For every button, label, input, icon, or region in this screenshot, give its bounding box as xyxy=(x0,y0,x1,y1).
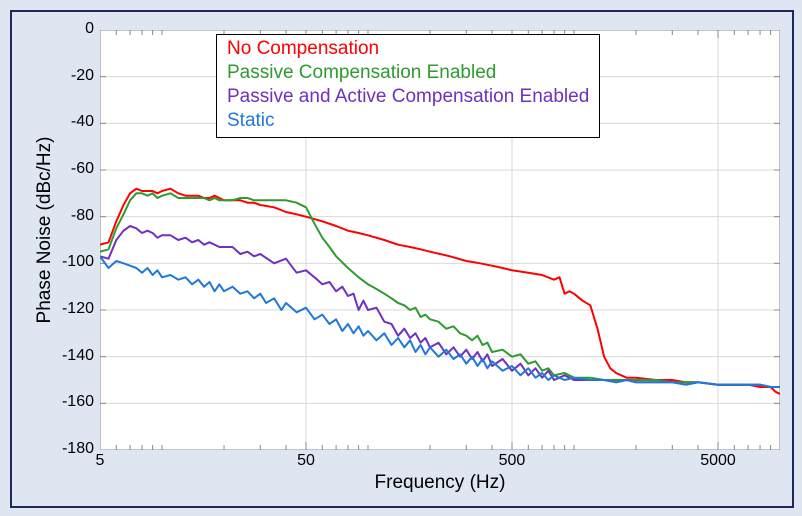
legend-item: Static xyxy=(227,109,589,133)
y-axis-label: Phase Noise (dBc/Hz) xyxy=(34,120,56,340)
legend-item: No Compensation xyxy=(227,37,589,61)
x-tick-label: 500 xyxy=(492,452,532,470)
y-tick-label: -60 xyxy=(71,160,94,178)
y-tick-label: -120 xyxy=(62,300,94,318)
legend: No CompensationPassive Compensation Enab… xyxy=(216,34,600,138)
y-tick-label: -140 xyxy=(62,347,94,365)
chart-frame: No CompensationPassive Compensation Enab… xyxy=(10,10,794,508)
x-tick-label: 50 xyxy=(286,452,326,470)
y-tick-label: -80 xyxy=(71,207,94,225)
x-tick-label: 5000 xyxy=(698,452,738,470)
legend-item: Passive and Active Compensation Enabled xyxy=(227,85,589,109)
x-axis-label: Frequency (Hz) xyxy=(100,472,780,494)
y-tick-label: -20 xyxy=(71,67,94,85)
y-tick-label: -100 xyxy=(62,253,94,271)
y-tick-label: -40 xyxy=(71,113,94,131)
legend-item: Passive Compensation Enabled xyxy=(227,61,589,85)
y-tick-label: -160 xyxy=(62,393,94,411)
x-tick-label: 5 xyxy=(80,452,120,470)
y-tick-label: 0 xyxy=(85,20,94,38)
